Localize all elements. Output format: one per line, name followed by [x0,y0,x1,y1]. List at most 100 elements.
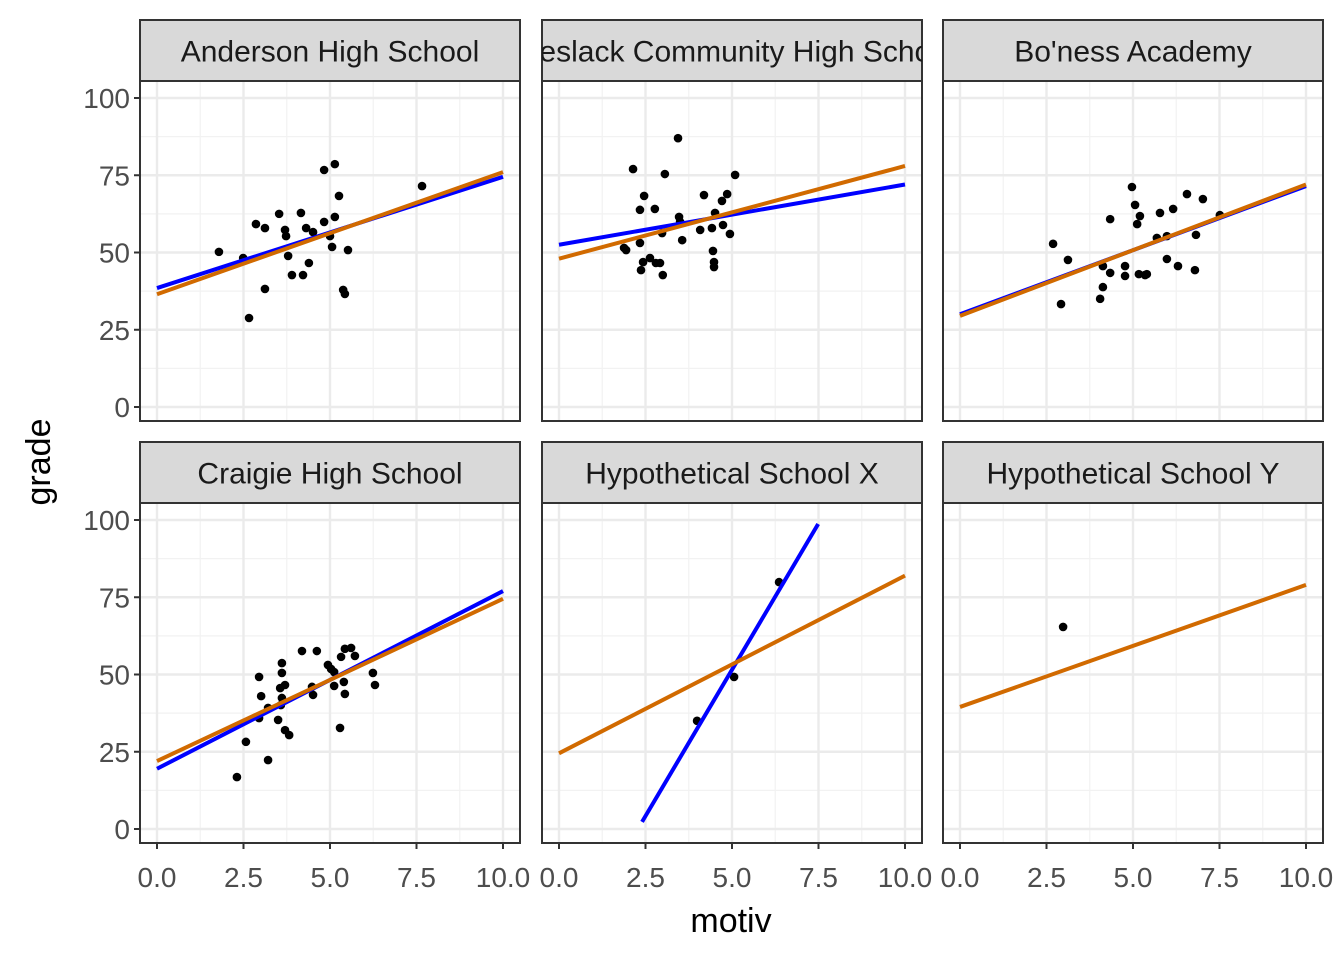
data-point [1120,261,1130,271]
blue-regression-line [558,182,906,247]
facet-title: Hypothetical School X [585,458,879,491]
y-tick-label: 25 [99,315,130,346]
data-point [284,730,294,740]
data-point [251,219,261,229]
data-point [254,672,264,682]
data-point [1135,211,1145,221]
data-point [677,235,687,245]
data-point [277,668,287,678]
x-tick-label: 2.5 [224,862,263,893]
data-point [1098,282,1108,292]
y-tick-label: 50 [99,660,130,691]
data-point [636,265,646,275]
x-tick-label: 10.0 [476,862,531,893]
data-point [308,690,318,700]
data-point [722,189,732,199]
data-point [650,204,660,214]
data-point [304,258,314,268]
orange-regression-line [156,170,504,297]
x-axis-label: motiv [690,902,771,940]
data-point [1190,265,1200,275]
data-point [1105,268,1115,278]
data-point [1191,230,1201,240]
orange-regression-line [558,164,906,261]
orange-regression-line [959,182,1307,318]
x-tick-label: 10.0 [1279,862,1334,893]
facet-title: Hypothetical School Y [987,458,1280,491]
data-point [707,223,717,233]
data-point [1127,182,1137,192]
data-point [639,191,649,201]
data-point [1155,208,1165,218]
data-point [301,223,311,233]
data-point [280,680,290,690]
data-point [695,225,705,235]
data-point [329,667,339,677]
orange-regression-line [558,573,906,756]
y-tick-label: 0 [114,392,130,423]
x-tick-label: 5.0 [311,862,350,893]
data-point [621,245,631,255]
facet-panel: Breslack Community High School [509,19,954,422]
data-point [298,270,308,280]
facet-strip [541,19,923,82]
data-point [283,251,293,261]
y-tick-label: 50 [99,238,130,269]
data-point [308,227,318,237]
facet-strip [942,19,1324,82]
y-axis-label: grade [20,419,58,506]
data-point [708,246,718,256]
facet-strip [139,19,521,82]
data-point [635,205,645,215]
data-point [244,313,254,323]
orange-regression-line [156,596,504,763]
facet-strip [139,441,521,504]
y-tick-label: 75 [99,160,130,191]
x-tick-label: 0.0 [540,862,579,893]
data-point [635,238,645,248]
data-point [330,212,340,222]
data-point [1142,269,1152,279]
data-point [241,737,251,747]
data-point [658,270,668,280]
facet-title: Breslack Community High School [509,36,954,69]
data-point [725,229,735,239]
data-point [297,646,307,656]
facet-panel: Hypothetical School X 0.0 2.5 5.0 7.5 10.0 [540,441,932,893]
data-point [718,220,728,230]
data-point [296,208,306,218]
data-point [368,668,378,678]
data-point [343,245,353,255]
data-point [1095,294,1105,304]
data-point [329,681,339,691]
data-point [717,196,727,206]
data-point [277,658,287,668]
y-tick-label: 100 [83,505,130,536]
data-point [1198,194,1208,204]
data-point [232,772,242,782]
y-tick-label: 0 [114,814,130,845]
data-point [273,715,283,725]
data-point [350,651,360,661]
data-point [709,262,719,272]
data-point [1120,271,1130,281]
orange-regression-line [959,583,1307,709]
data-point [335,723,345,733]
x-tick-label: 0.0 [138,862,177,893]
x-tick-label: 7.5 [397,862,436,893]
data-point [319,217,329,227]
facet-strip [942,441,1324,504]
data-point [260,223,270,233]
data-point [729,672,739,682]
facet-title: Craigie High School [197,458,462,491]
facet-panel: Craigie High School 0 25 50 75 100 0.0 2.5 5.0 7.… [83,441,531,893]
y-tick-label: 100 [83,83,130,114]
blue-regression-line [640,522,820,823]
data-point [330,159,340,169]
data-point [260,284,270,294]
data-point [655,258,665,268]
y-tick-label: 75 [99,582,130,613]
x-tick-label: 5.0 [1114,862,1153,893]
data-point [214,247,224,257]
